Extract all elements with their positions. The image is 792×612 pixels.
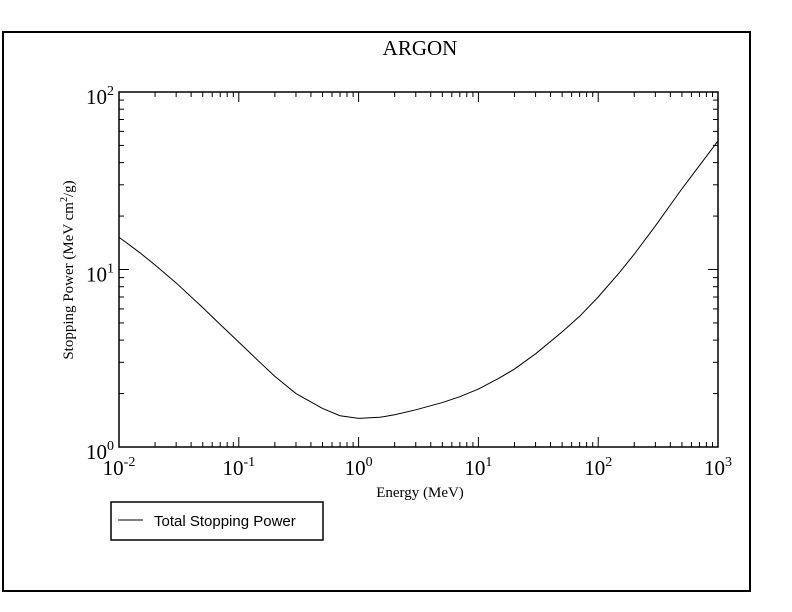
x-axis-tick-labels: 10-2 10-1 100 101 102 103 [103, 455, 732, 480]
x-tick-label: 103 [704, 455, 732, 480]
legend-label: Total Stopping Power [154, 513, 296, 530]
plot-area [118, 91, 719, 448]
x-tick-label: 100 [345, 455, 373, 480]
axis-ticks [118, 91, 719, 448]
x-tick-label: 101 [464, 455, 492, 480]
x-tick-label: 10-2 [103, 455, 136, 480]
y-tick-label: 102 [86, 84, 114, 109]
y-tick-label: 100 [86, 439, 114, 464]
y-tick-label: 101 [86, 262, 114, 287]
chart-frame [2, 31, 751, 592]
y-axis-label: Stopping Power (MeV cm2/g) [59, 180, 77, 359]
chart-title: ARGON [383, 36, 458, 60]
x-axis-label: Energy (MeV) [376, 485, 464, 501]
legend-box [110, 501, 324, 541]
legend: Total Stopping Power [110, 501, 324, 541]
series-line-total-stopping-power [118, 140, 719, 419]
x-tick-label: 102 [584, 455, 612, 480]
x-tick-label: 10-1 [222, 455, 255, 480]
y-axis-tick-labels: 100 101 102 [86, 84, 114, 464]
